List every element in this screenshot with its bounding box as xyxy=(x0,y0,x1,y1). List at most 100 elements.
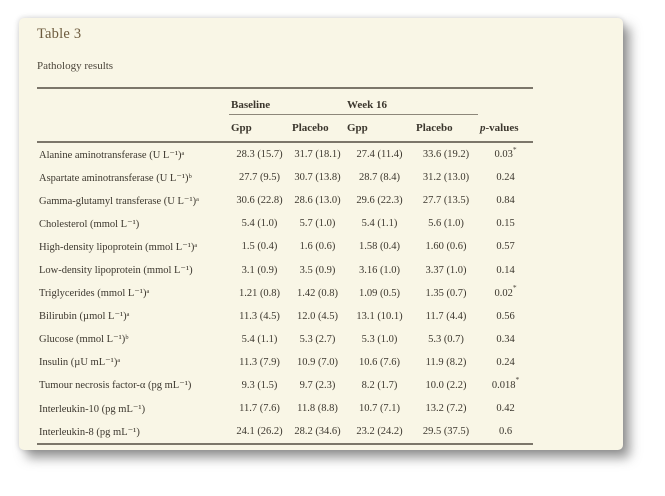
cell-week16-gpp: 10.6 (7.6) xyxy=(358,356,401,368)
row-label: Glucose (mmol L⁻¹)ᵇ xyxy=(39,334,129,346)
cell-baseline-placebo: 1.6 (0.6) xyxy=(299,241,336,253)
cell-p-value: 0.84 xyxy=(478,189,533,212)
cell-week16-placebo: 5.3 (0.7) xyxy=(428,333,464,345)
cell-p-value: 0.24 xyxy=(478,166,533,189)
cell-baseline-gpp: 1.5 (0.4) xyxy=(241,241,278,253)
cell-p-value: 0.02* xyxy=(478,282,533,305)
p-value-text: 0.34 xyxy=(496,333,515,345)
table-row: Aspartate aminotransferase (U L⁻¹)ᵇ 27.7… xyxy=(37,166,533,189)
cell-baseline-placebo: 31.7 (18.1) xyxy=(294,149,341,161)
pathology-table: Baseline Week 16 Gpp Placebo Gpp Placebo… xyxy=(37,87,533,446)
cell-week16-placebo: 1.60 (0.6) xyxy=(425,241,467,253)
p-value-text: 0.03 xyxy=(494,149,513,161)
p-value-text: 0.56 xyxy=(496,310,515,322)
column-header-pvalues: p-values xyxy=(478,114,533,143)
row-label: Triglycerides (mmol L⁻¹)ᵃ xyxy=(39,288,150,300)
table-row: Bilirubin (µmol L⁻¹)ᵃ 11.3 (4.5) 12.0 (4… xyxy=(37,305,533,328)
column-header-placebo-week16: Placebo xyxy=(414,114,478,143)
row-label: Gamma-glutamyl transferase (U L⁻¹)ᵃ xyxy=(39,195,199,207)
column-header-gpp-baseline: Gpp xyxy=(229,114,290,143)
table-row: Tumour necrosis factor-α (pg mL⁻¹) 9.3 (… xyxy=(37,374,533,397)
table-row: Interleukin-8 (pg mL⁻¹) 24.1 (26.2) 28.2… xyxy=(37,420,533,444)
cell-week16-gpp: 10.7 (7.1) xyxy=(358,403,401,415)
p-value-text: 0.57 xyxy=(496,241,515,253)
cell-p-value: 0.34 xyxy=(478,328,533,351)
cell-baseline-placebo: 28.2 (34.6) xyxy=(294,426,341,438)
cell-week16-gpp: 1.09 (0.5) xyxy=(358,287,401,299)
cell-week16-placebo: 10.0 (2.2) xyxy=(425,379,467,391)
row-label: Aspartate aminotransferase (U L⁻¹)ᵇ xyxy=(39,172,192,184)
cell-baseline-placebo: 9.7 (2.3) xyxy=(299,379,336,391)
cell-week16-placebo: 3.37 (1.0) xyxy=(425,264,467,276)
p-value-text: 0.15 xyxy=(496,218,515,230)
cell-week16-placebo: 13.2 (7.2) xyxy=(425,403,467,415)
column-header-spacer xyxy=(37,114,229,143)
table-caption: Pathology results xyxy=(37,60,114,72)
cell-week16-placebo: 27.7 (13.5) xyxy=(422,195,470,207)
cell-baseline-placebo: 11.8 (8.8) xyxy=(297,403,338,415)
column-header-placebo-baseline: Placebo xyxy=(290,114,345,143)
cell-week16-gpp: 3.16 (1.0) xyxy=(358,264,401,276)
p-value-text: 0.84 xyxy=(496,195,515,207)
cell-week16-placebo: 11.7 (4.4) xyxy=(425,310,467,322)
cell-week16-placebo: 33.6 (19.2) xyxy=(422,149,470,161)
group-header-spacer xyxy=(37,88,229,115)
cell-baseline-gpp: 5.4 (1.0) xyxy=(241,218,278,230)
cell-baseline-gpp: 9.3 (1.5) xyxy=(241,379,278,391)
group-header-baseline: Baseline xyxy=(229,88,345,115)
cell-baseline-gpp: 28.3 (15.7) xyxy=(236,149,283,161)
cell-p-value: 0.15 xyxy=(478,212,533,235)
cell-baseline-placebo: 3.5 (0.9) xyxy=(299,264,336,276)
cell-baseline-placebo: 30.7 (13.8) xyxy=(294,172,341,184)
cell-p-value: 0.018* xyxy=(478,374,533,397)
cell-baseline-placebo: 10.9 (7.0) xyxy=(296,356,339,368)
p-value-text: 0.018 xyxy=(491,379,516,391)
p-value-text: 0.02 xyxy=(494,287,513,299)
group-header-week16: Week 16 xyxy=(345,88,478,115)
row-label: Cholesterol (mmol L⁻¹) xyxy=(39,218,140,230)
table-row: Alanine aminotransferase (U L⁻¹)ᵃ 28.3 (… xyxy=(37,142,533,166)
row-label: Insulin (µU mL⁻¹)ᵃ xyxy=(39,357,121,369)
cell-p-value: 0.03* xyxy=(478,142,533,166)
table-row: Interleukin-10 (pg mL⁻¹) 11.7 (7.6) 11.8… xyxy=(37,397,533,420)
p-rest: -values xyxy=(485,121,519,134)
cell-p-value: 0.6 xyxy=(478,420,533,444)
cell-week16-gpp: 23.2 (24.2) xyxy=(356,426,403,438)
table-row: Insulin (µU mL⁻¹)ᵃ 11.3 (7.9) 10.9 (7.0)… xyxy=(37,351,533,374)
cell-baseline-placebo: 5.3 (2.7) xyxy=(299,333,336,345)
table-body: Alanine aminotransferase (U L⁻¹)ᵃ 28.3 (… xyxy=(37,142,533,444)
table-row: Cholesterol (mmol L⁻¹) 5.4 (1.0) 5.7 (1.… xyxy=(37,212,533,235)
table-row: Gamma-glutamyl transferase (U L⁻¹)ᵃ 30.6… xyxy=(37,189,533,212)
cell-p-value: 0.14 xyxy=(478,258,533,281)
cell-baseline-gpp: 11.3 (7.9) xyxy=(239,356,280,368)
row-label: Interleukin-8 (pg mL⁻¹) xyxy=(39,426,140,438)
row-label: Alanine aminotransferase (U L⁻¹)ᵃ xyxy=(39,149,185,161)
group-header-pvalues-spacer xyxy=(478,88,533,115)
cell-week16-placebo: 11.9 (8.2) xyxy=(425,356,467,368)
p-value-text: 0.6 xyxy=(498,426,513,438)
cell-baseline-placebo: 28.6 (13.0) xyxy=(294,195,341,207)
cell-baseline-gpp: 30.6 (22.8) xyxy=(236,195,283,207)
table-row: Low-density lipoprotein (mmol L⁻¹) 3.1 (… xyxy=(37,258,533,281)
row-label: Tumour necrosis factor-α (pg mL⁻¹) xyxy=(39,380,192,392)
column-header-gpp-week16: Gpp xyxy=(345,114,414,143)
p-value-text: 0.24 xyxy=(496,356,515,368)
p-value-text: 0.14 xyxy=(496,264,515,276)
column-header-row: Gpp Placebo Gpp Placebo p-values xyxy=(37,114,533,143)
cell-baseline-gpp: 27.7 (9.5) xyxy=(238,172,281,184)
p-value-text: 0.24 xyxy=(496,172,515,184)
cell-p-value: 0.24 xyxy=(478,351,533,374)
p-italic: p xyxy=(480,121,486,134)
cell-baseline-gpp: 5.4 (1.1) xyxy=(241,333,278,345)
p-value-star: * xyxy=(512,144,517,154)
table-row: Glucose (mmol L⁻¹)ᵇ 5.4 (1.1) 5.3 (2.7) … xyxy=(37,328,533,351)
table-row: High-density lipoprotein (mmol L⁻¹)ᵃ 1.5… xyxy=(37,235,533,258)
p-value-star: * xyxy=(512,283,517,293)
cell-week16-placebo: 1.35 (0.7) xyxy=(425,287,467,299)
row-label: Bilirubin (µmol L⁻¹)ᵃ xyxy=(39,311,130,323)
table-title: Table 3 xyxy=(37,26,82,42)
cell-p-value: 0.57 xyxy=(478,235,533,258)
table-card: Table 3 Pathology results Baseline Week … xyxy=(19,18,623,450)
cell-week16-gpp: 1.58 (0.4) xyxy=(358,241,401,253)
cell-baseline-gpp: 11.3 (4.5) xyxy=(239,310,280,322)
